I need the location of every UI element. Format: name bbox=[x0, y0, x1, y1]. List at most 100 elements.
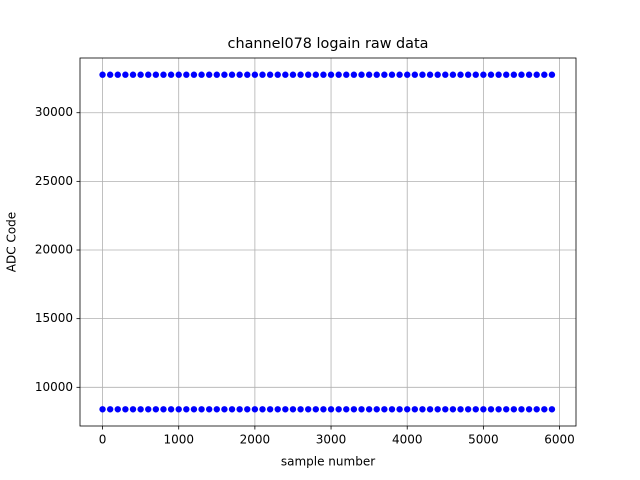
y-tick-label: 30000 bbox=[35, 105, 73, 119]
data-point bbox=[533, 71, 540, 78]
data-point bbox=[152, 71, 160, 78]
data-point bbox=[221, 71, 228, 78]
data-point bbox=[388, 71, 396, 78]
y-tick-label: 20000 bbox=[35, 243, 73, 257]
data-point bbox=[114, 406, 121, 413]
data-point bbox=[190, 71, 198, 78]
y-tick-label: 15000 bbox=[35, 311, 73, 325]
data-point bbox=[404, 406, 411, 413]
data-point bbox=[449, 406, 457, 413]
data-point bbox=[343, 406, 350, 413]
data-point bbox=[122, 71, 129, 78]
grid-layer bbox=[80, 58, 576, 426]
data-point bbox=[129, 71, 137, 78]
data-point bbox=[525, 406, 533, 413]
data-point bbox=[106, 406, 114, 413]
data-point bbox=[320, 71, 327, 78]
data-point bbox=[205, 406, 213, 413]
data-point bbox=[457, 406, 464, 413]
data-point bbox=[396, 71, 403, 78]
data-point bbox=[457, 71, 464, 78]
data-point bbox=[312, 71, 320, 78]
data-point bbox=[137, 71, 144, 78]
x-axis-label: sample number bbox=[281, 455, 375, 469]
data-point bbox=[510, 71, 518, 78]
data-point bbox=[358, 406, 365, 413]
x-tick-label: 5000 bbox=[468, 433, 499, 447]
data-point bbox=[190, 406, 198, 413]
chart-title: channel078 logain raw data bbox=[228, 36, 429, 52]
y-tick-label: 10000 bbox=[35, 380, 73, 394]
data-point bbox=[152, 406, 160, 413]
data-point bbox=[213, 406, 220, 413]
data-point bbox=[114, 71, 121, 78]
data-point bbox=[419, 71, 426, 78]
data-point bbox=[480, 71, 487, 78]
data-point bbox=[335, 406, 342, 413]
data-point bbox=[289, 71, 297, 78]
data-point bbox=[251, 406, 259, 413]
data-point bbox=[274, 406, 281, 413]
data-point bbox=[541, 71, 548, 78]
y-tick-label: 25000 bbox=[35, 174, 73, 188]
data-point bbox=[228, 71, 236, 78]
data-point bbox=[503, 406, 510, 413]
data-point bbox=[373, 71, 380, 78]
data-point bbox=[167, 71, 175, 78]
data-point bbox=[487, 71, 495, 78]
data-point bbox=[365, 406, 373, 413]
data-point bbox=[434, 71, 441, 78]
data-point bbox=[327, 71, 335, 78]
data-point bbox=[205, 71, 213, 78]
data-point bbox=[442, 406, 449, 413]
data-point bbox=[99, 71, 106, 78]
data-point bbox=[251, 71, 259, 78]
data-point bbox=[320, 406, 327, 413]
data-point bbox=[335, 71, 342, 78]
data-point bbox=[404, 71, 411, 78]
data-point bbox=[472, 406, 479, 413]
data-point bbox=[183, 406, 190, 413]
data-point bbox=[289, 406, 297, 413]
data-point bbox=[137, 406, 144, 413]
data-point bbox=[350, 71, 358, 78]
data-point bbox=[548, 406, 556, 413]
data-point bbox=[365, 71, 373, 78]
data-point bbox=[244, 406, 251, 413]
data-point bbox=[327, 406, 335, 413]
data-point bbox=[518, 71, 525, 78]
data-point bbox=[388, 406, 396, 413]
data-point bbox=[350, 406, 358, 413]
data-point bbox=[244, 71, 251, 78]
data-point bbox=[304, 406, 312, 413]
data-point bbox=[426, 71, 434, 78]
data-point bbox=[259, 71, 266, 78]
data-point bbox=[99, 406, 106, 413]
data-point bbox=[304, 71, 312, 78]
data-point bbox=[175, 406, 182, 413]
data-point bbox=[533, 406, 540, 413]
data-point bbox=[419, 406, 426, 413]
data-point bbox=[396, 406, 403, 413]
data-point bbox=[495, 71, 502, 78]
x-tick-label: 0 bbox=[99, 433, 107, 447]
data-point bbox=[480, 406, 487, 413]
data-point bbox=[236, 71, 243, 78]
data-point bbox=[266, 406, 274, 413]
data-point bbox=[282, 406, 289, 413]
data-point bbox=[297, 71, 304, 78]
data-point bbox=[548, 71, 556, 78]
x-tick-label: 3000 bbox=[316, 433, 347, 447]
data-point bbox=[213, 71, 220, 78]
data-point bbox=[129, 406, 137, 413]
data-point bbox=[282, 71, 289, 78]
data-point bbox=[518, 406, 525, 413]
data-point bbox=[434, 406, 441, 413]
data-point bbox=[122, 406, 129, 413]
x-tick-label: 4000 bbox=[392, 433, 423, 447]
data-point bbox=[487, 406, 495, 413]
data-point bbox=[145, 406, 152, 413]
data-point bbox=[464, 71, 472, 78]
data-point bbox=[525, 71, 533, 78]
